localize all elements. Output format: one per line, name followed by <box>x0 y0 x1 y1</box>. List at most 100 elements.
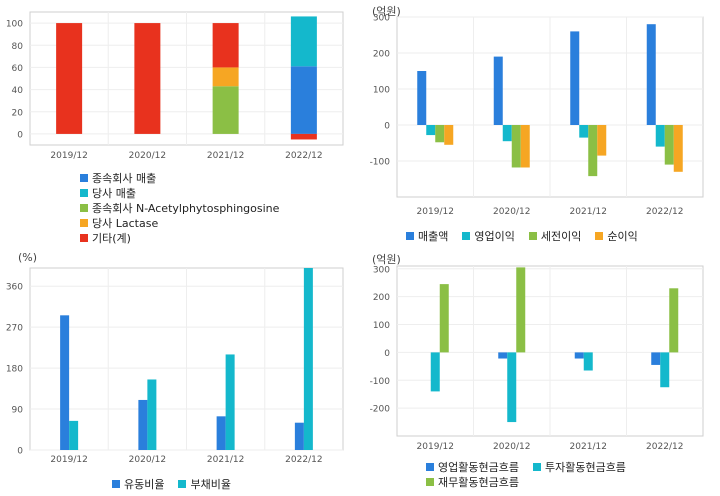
legend-label: 영업이익 <box>474 229 515 243</box>
legend-label: 재무활동현금흐름 <box>438 475 519 489</box>
ratio-legend: 유동비율 부채비율 <box>112 476 352 491</box>
bar <box>294 422 304 450</box>
bar <box>60 315 70 450</box>
bar <box>655 125 665 147</box>
bar <box>216 416 226 450</box>
profit-legend: 매출액 영업이익 세전이익 순이익 <box>406 228 706 243</box>
legend-swatch <box>528 231 537 240</box>
y-tick-label: 40 <box>12 86 24 96</box>
bar <box>597 125 607 156</box>
x-tick-label: 2019/12 <box>417 442 454 452</box>
legend-label: 투자활동현금흐름 <box>544 460 626 474</box>
bar <box>290 16 317 67</box>
ratio-unit-label: (%) <box>18 251 38 264</box>
y-tick-label: 20 <box>12 108 24 118</box>
legend-item: 종속회사 N-Acetylphytosphingosine <box>80 200 350 215</box>
legend-swatch <box>532 462 541 471</box>
y-tick-label: 60 <box>12 64 24 74</box>
legend-item: 재무활동현금흐름 <box>426 474 519 489</box>
legend-item: 기타(계) <box>80 230 350 245</box>
x-tick-label: 2021/12 <box>570 442 607 452</box>
bar <box>669 288 679 353</box>
y-tick-label: 270 <box>6 324 23 334</box>
y-tick-label: 200 <box>373 50 390 60</box>
bar <box>574 352 584 359</box>
bar <box>212 86 239 134</box>
profit-plot: -100 0 100 200 300 2019/12 2020/12 2021/12 2022/… <box>370 14 704 217</box>
bar <box>498 352 508 359</box>
ratio-chart: (%) 0 90 180 270 360 2019/12 2020/12 2021/12 202… <box>0 248 360 496</box>
legend-label: 영업활동현금흐름 <box>438 460 519 474</box>
legend-item: 투자활동현금흐름 <box>532 459 626 474</box>
x-tick-label: 2022/12 <box>646 442 683 452</box>
y-tick-label: 100 <box>373 86 390 96</box>
y-tick-label: 0 <box>17 130 23 140</box>
ratio-plot: 0 90 180 270 360 2019/12 2020/12 2021/12 2022/12 <box>6 267 344 465</box>
sales-composition-legend: 종속회사 매출 당사 매출 종속회사 N-Acetylphytosphingosin… <box>80 170 350 245</box>
bar <box>579 125 589 138</box>
x-tick-label: 2019/12 <box>50 455 87 465</box>
legend-item: 유동비율 <box>112 476 164 491</box>
legend-label: 기타(계) <box>92 231 131 245</box>
legend-swatch <box>462 231 471 240</box>
bar <box>673 125 683 172</box>
bar <box>493 56 503 125</box>
bar <box>69 420 79 450</box>
legend-label: 당사 Lactase <box>92 216 159 230</box>
legend-swatch <box>80 188 88 197</box>
bar <box>570 31 580 125</box>
legend-swatch <box>80 203 88 212</box>
profit-unit-label: (억원) <box>372 5 401 18</box>
bar <box>212 23 239 68</box>
x-tick-label: 2022/12 <box>285 455 322 465</box>
x-tick-label: 2020/12 <box>493 442 530 452</box>
y-tick-label: 80 <box>12 42 24 52</box>
y-tick-label: 0 <box>384 349 390 359</box>
legend-item: 종속회사 매출 <box>80 170 350 185</box>
x-tick-label: 2021/12 <box>207 455 244 465</box>
y-tick-label: 90 <box>12 406 24 416</box>
bar <box>435 125 445 143</box>
legend-swatch <box>80 218 88 227</box>
y-tick-label: 300 <box>373 265 390 275</box>
legend-item: 매출액 <box>406 228 448 243</box>
bar <box>138 399 148 450</box>
legend-swatch <box>112 479 120 488</box>
bar <box>651 352 661 365</box>
bar <box>426 125 436 136</box>
legend-label: 당사 매출 <box>92 186 136 200</box>
bar <box>507 352 517 423</box>
y-tick-label: 0 <box>384 122 390 132</box>
y-tick-label: 180 <box>6 365 23 375</box>
bar <box>588 125 598 177</box>
y-tick-label: 360 <box>6 283 23 293</box>
x-tick-label: 2021/12 <box>570 207 607 217</box>
bar <box>444 125 454 145</box>
legend-swatch <box>595 231 604 240</box>
y-tick-label: 100 <box>373 321 390 331</box>
y-tick-label: 0 <box>17 447 23 457</box>
legend-item: 영업활동현금흐름 <box>426 459 519 474</box>
bar <box>290 66 317 134</box>
bar <box>417 71 427 125</box>
legend-label: 세전이익 <box>540 229 582 243</box>
legend-item: 영업이익 <box>462 228 515 243</box>
bar <box>212 67 239 87</box>
legend-swatch <box>426 477 434 486</box>
bar <box>502 125 512 142</box>
bar <box>583 352 593 371</box>
legend-label: 순이익 <box>607 229 638 243</box>
legend-swatch <box>80 173 88 182</box>
x-tick-label: 2020/12 <box>129 455 166 465</box>
bar <box>225 354 235 450</box>
bar <box>660 352 670 388</box>
y-tick-label: 300 <box>373 14 390 24</box>
legend-swatch <box>178 479 187 488</box>
sales-composition-chart: 0 20 40 60 80 100 2019/12 2020/12 2021/12 2022/12… <box>0 0 360 248</box>
sales-composition-plot: 0 20 40 60 80 100 2019/12 2020/12 2021/12 2022/12 <box>6 11 344 161</box>
legend-item: 순이익 <box>595 228 638 243</box>
y-tick-label: 100 <box>6 20 23 30</box>
legend-item: 당사 Lactase <box>80 215 350 230</box>
legend-label: 종속회사 N-Acetylphytosphingosine <box>92 201 280 215</box>
